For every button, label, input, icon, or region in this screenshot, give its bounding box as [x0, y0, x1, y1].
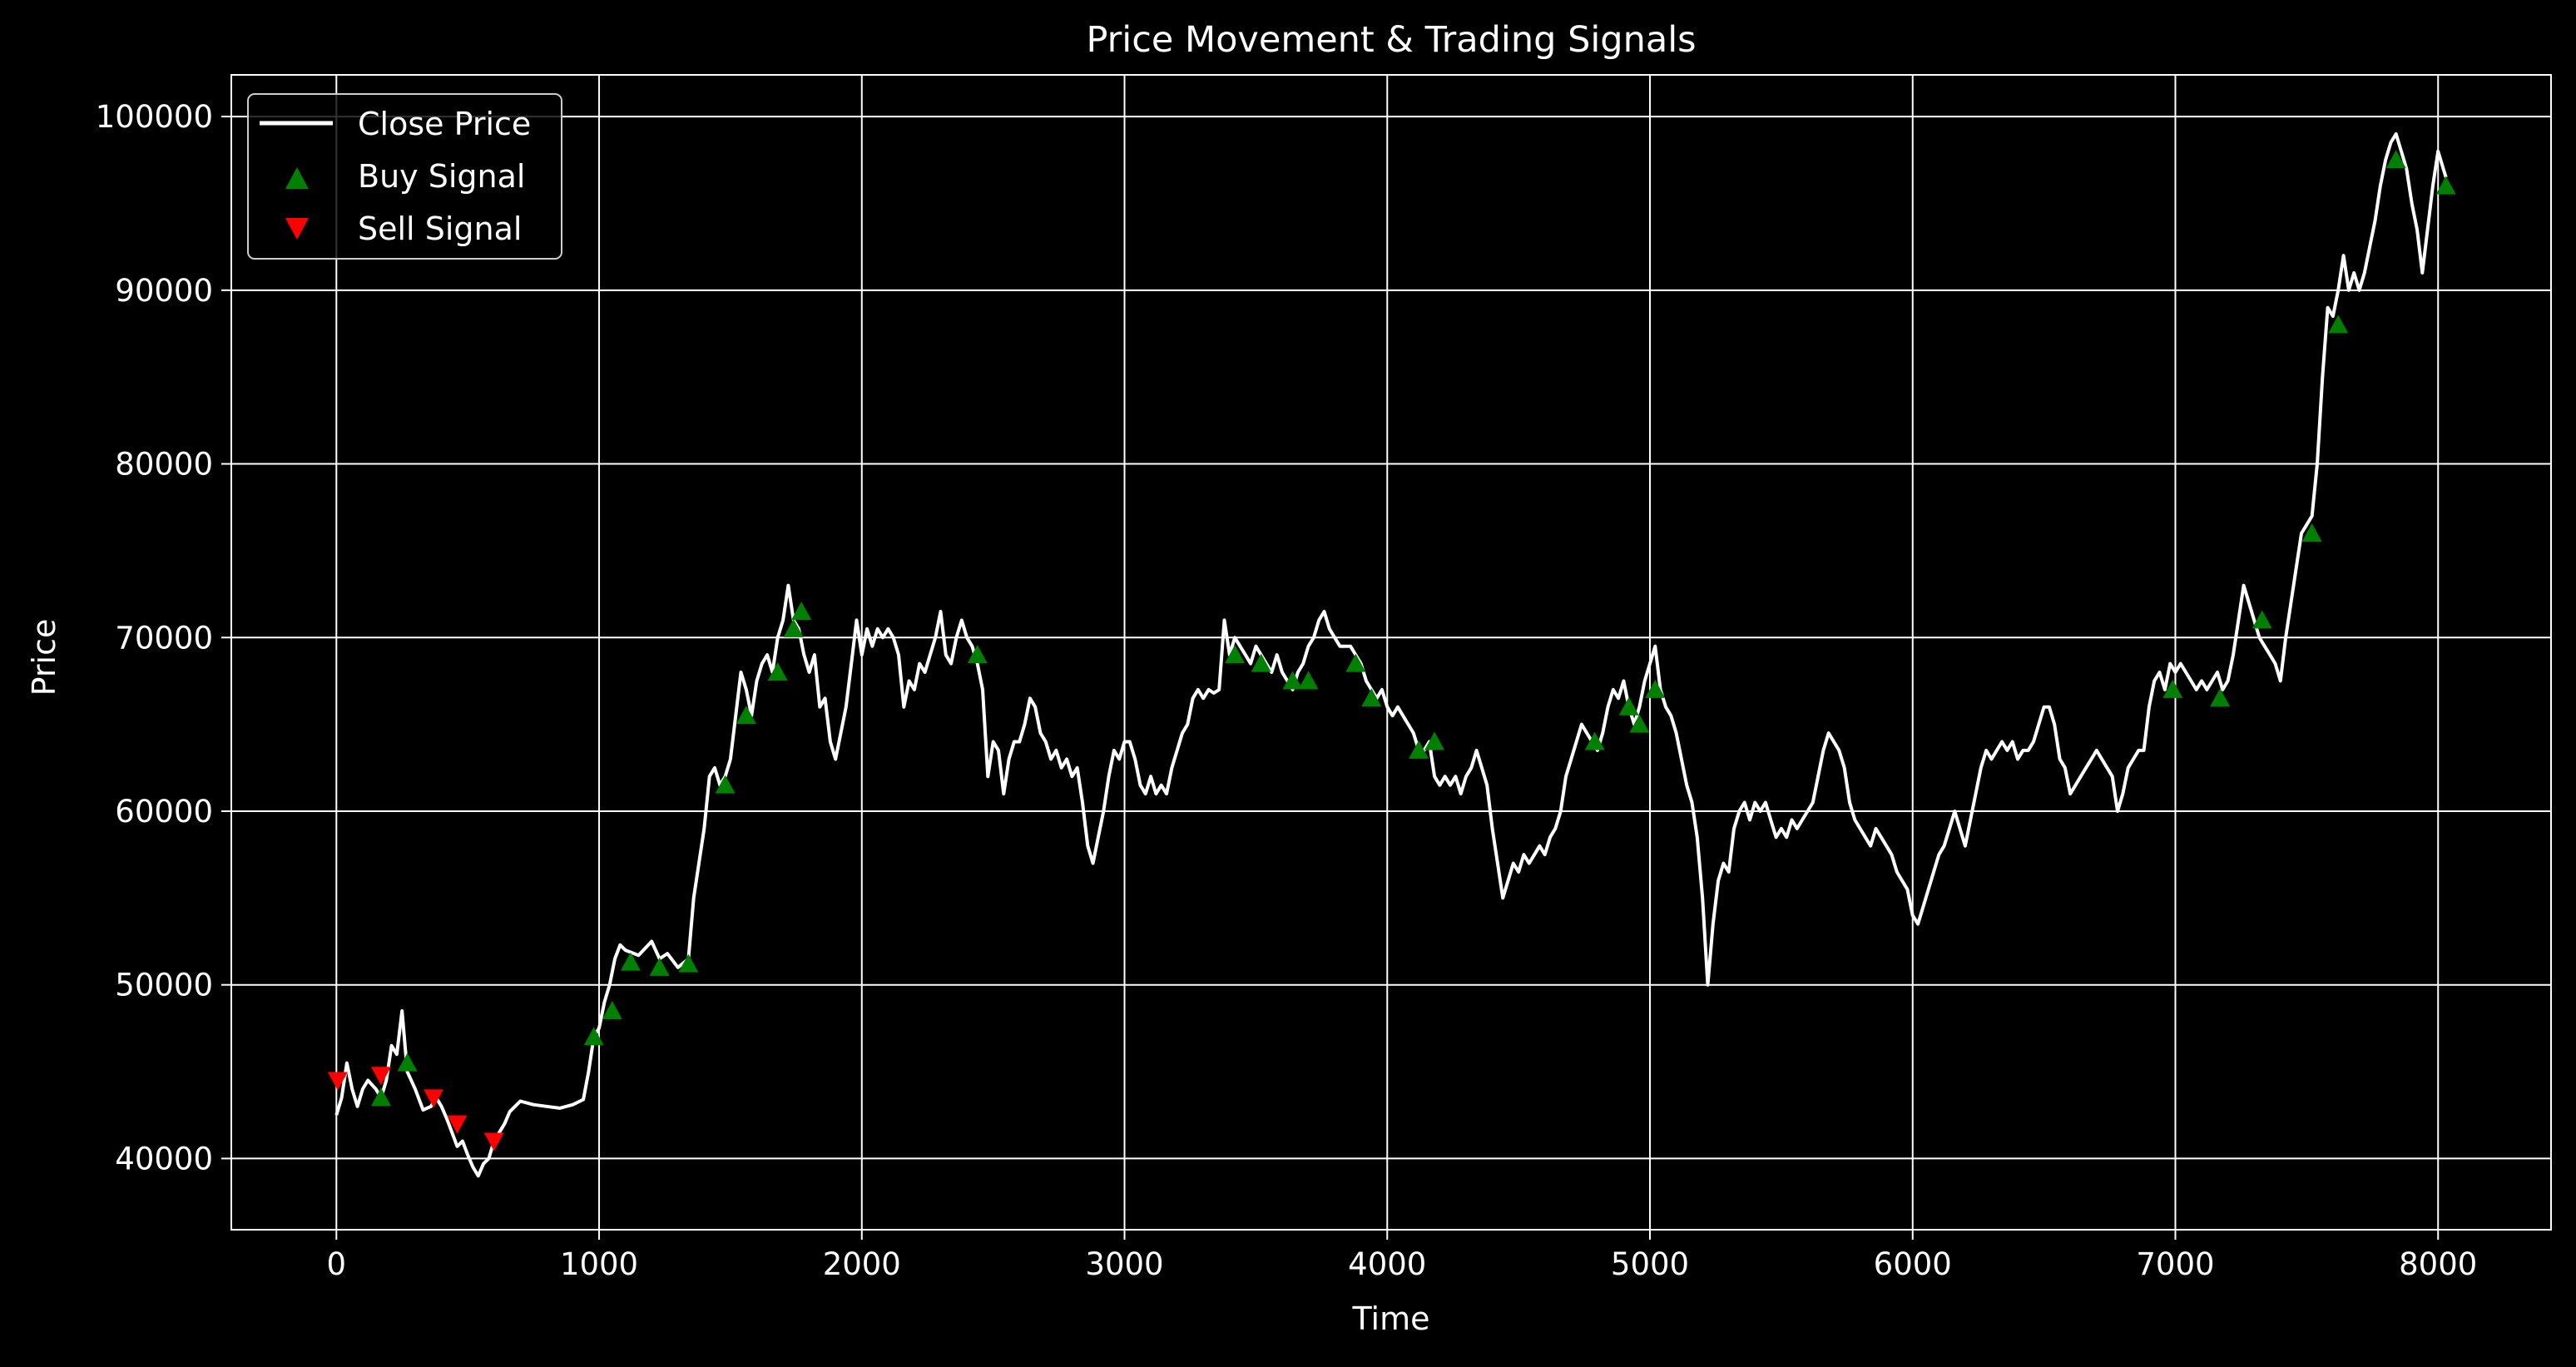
- buy-signal-marker: [1409, 740, 1429, 759]
- buy-signal-marker: [649, 957, 670, 976]
- buy-signal-marker: [715, 775, 736, 794]
- legend-buy-label: Buy Signal: [358, 158, 525, 195]
- buy-signal-marker: [1645, 679, 1666, 698]
- legend-buy-icon: [285, 167, 309, 189]
- signal-markers: [327, 150, 2456, 1152]
- buy-signal-marker: [791, 601, 812, 620]
- buy-signal-marker: [1361, 688, 1382, 707]
- plot-frame: [230, 74, 2552, 1231]
- buy-signal-marker: [1251, 653, 1271, 672]
- legend-box: [247, 93, 562, 260]
- x-tick-label: 1000: [560, 1246, 638, 1282]
- buy-signal-marker: [1584, 731, 1605, 750]
- sell-signal-marker: [327, 1072, 348, 1091]
- buy-signal-marker: [783, 618, 804, 637]
- buy-signal-marker: [370, 1087, 391, 1107]
- buy-signal-marker: [1629, 714, 1650, 733]
- close-price-line: [334, 132, 2448, 1178]
- buy-signal-marker: [2210, 688, 2231, 707]
- x-tick-label: 8000: [2399, 1246, 2477, 1282]
- legend-sell-label: Sell Signal: [358, 210, 522, 247]
- chart-title: Price Movement & Trading Signals: [1086, 19, 1696, 61]
- x-tick-label: 7000: [2136, 1246, 2214, 1282]
- y-axis-label: Price: [26, 619, 62, 696]
- buy-signal-marker: [397, 1052, 418, 1072]
- sell-signal-marker: [424, 1089, 444, 1108]
- buy-signal-marker: [2435, 176, 2456, 195]
- y-tick-label: 100000: [96, 99, 213, 135]
- sell-signal-marker: [447, 1115, 468, 1134]
- x-tick-label: 2000: [823, 1246, 901, 1282]
- x-tick-label: 0: [327, 1246, 347, 1282]
- buy-signal-marker: [767, 662, 788, 681]
- buy-signal-marker: [678, 953, 699, 973]
- buy-signal-marker: [620, 952, 641, 971]
- buy-signal-marker: [602, 1001, 622, 1020]
- legend-sell-icon: [285, 218, 309, 240]
- y-tick-label: 70000: [115, 620, 213, 656]
- buy-signal-marker: [1298, 671, 1319, 690]
- buy-signal-marker: [2385, 150, 2406, 169]
- buy-signal-marker: [1282, 671, 1303, 690]
- sell-signal-marker: [483, 1132, 504, 1152]
- y-tick-label: 50000: [115, 968, 213, 1003]
- x-axis: 0 1000 2000 3000 4000 5000 6000 7000 8000: [327, 1230, 2477, 1282]
- buy-signal-marker: [736, 706, 756, 725]
- buy-signal-marker: [1225, 645, 1246, 664]
- buy-signal-marker: [583, 1027, 604, 1046]
- buy-signal-marker: [1424, 731, 1445, 750]
- buy-signal-marker: [2301, 523, 2322, 542]
- buy-signal-marker: [1618, 696, 1639, 716]
- y-axis: 40000 50000 60000 70000 80000 90000 100000: [96, 99, 231, 1176]
- sell-signal-marker: [370, 1067, 391, 1086]
- legend: Close Price Buy Signal Sell Signal: [247, 93, 562, 260]
- buy-signal-marker: [2252, 610, 2272, 629]
- buy-signal-marker: [1345, 653, 1366, 672]
- grid: [231, 75, 2551, 1230]
- legend-close-label: Close Price: [358, 106, 531, 142]
- y-tick-label: 60000: [115, 794, 213, 830]
- y-tick-label: 90000: [115, 273, 213, 309]
- x-tick-label: 6000: [1874, 1246, 1952, 1282]
- buy-signal-marker: [2328, 315, 2349, 334]
- buy-signal-marker: [967, 645, 988, 664]
- x-tick-label: 4000: [1348, 1246, 1426, 1282]
- x-axis-label: Time: [1352, 1300, 1430, 1337]
- y-tick-label: 40000: [115, 1141, 213, 1176]
- x-tick-label: 3000: [1085, 1246, 1163, 1282]
- price-series: [334, 132, 2448, 1178]
- buy-signal-marker: [2162, 679, 2183, 698]
- x-tick-label: 5000: [1611, 1246, 1689, 1282]
- y-tick-label: 80000: [115, 447, 213, 483]
